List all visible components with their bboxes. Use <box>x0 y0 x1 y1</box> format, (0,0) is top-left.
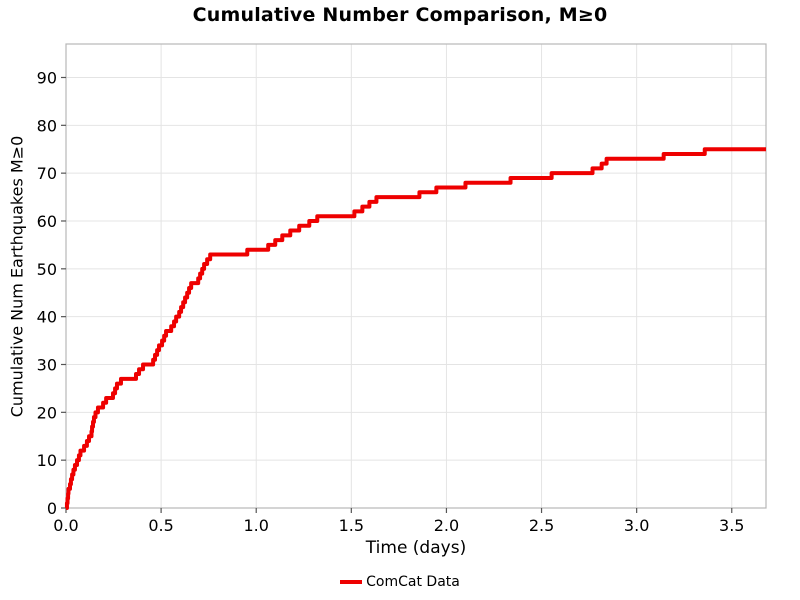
x-tick-label: 1.0 <box>243 516 268 535</box>
legend: ComCat Data <box>0 574 800 590</box>
y-tick-label: 10 <box>37 451 57 470</box>
data-series-line <box>64 147 766 510</box>
x-tick-label: 2.5 <box>529 516 554 535</box>
y-tick-label: 50 <box>37 260 57 279</box>
y-tick-label: 40 <box>37 308 57 327</box>
plot-border <box>65 43 767 509</box>
y-tick-label: 30 <box>37 355 57 374</box>
y-tick-label: 90 <box>37 68 57 87</box>
x-tick-label: 3.5 <box>719 516 744 535</box>
y-tick-label: 60 <box>37 212 57 231</box>
y-tick-label: 80 <box>37 116 57 135</box>
chart-title: Cumulative Number Comparison, M≥0 <box>192 4 608 26</box>
x-axis-label: Time (days) <box>365 538 467 558</box>
x-tick-label: 2.0 <box>434 516 459 535</box>
x-tick-label: 0.5 <box>148 516 173 535</box>
legend-label: ComCat Data <box>366 574 460 590</box>
y-tick-label: 70 <box>37 164 57 183</box>
x-tick-label: 3.0 <box>624 516 649 535</box>
x-tick-label: 0.0 <box>53 516 78 535</box>
y-tick-label: 0 <box>47 499 57 518</box>
legend-line-swatch <box>340 580 363 584</box>
y-tick-label: 20 <box>37 403 57 422</box>
x-tick-label: 1.5 <box>339 516 364 535</box>
y-axis-label: Cumulative Num Earthquakes M≥0 <box>7 135 27 418</box>
